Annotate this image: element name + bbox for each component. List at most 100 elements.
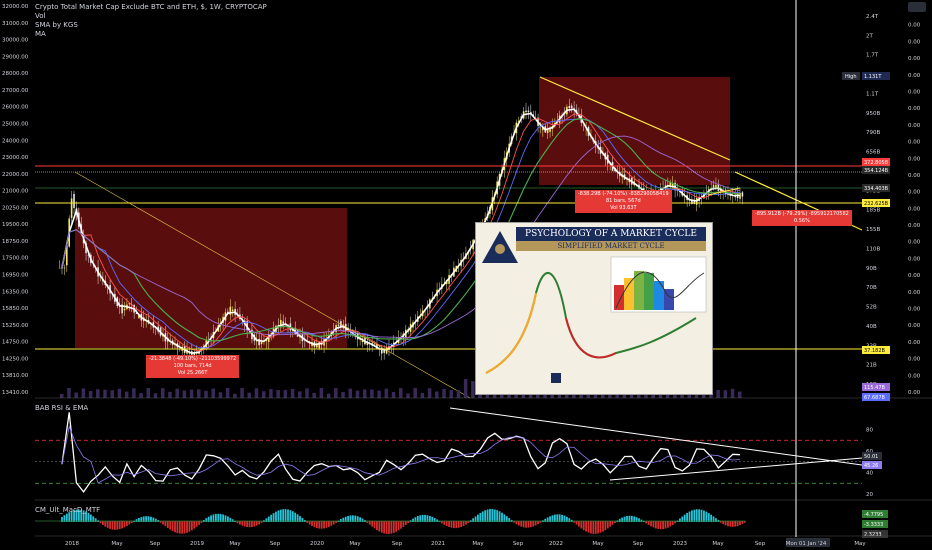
- candle-body: [520, 116, 523, 118]
- candle-body: [527, 110, 530, 113]
- candle-body: [568, 106, 571, 108]
- macd-hist-bar: [691, 510, 693, 522]
- macd-hist-bar: [152, 517, 155, 522]
- downtrend-2022: [539, 76, 731, 161]
- macd-hist-bar: [128, 521, 131, 525]
- macd-hist-bar: [140, 517, 143, 522]
- y-tick-right-outer: 0.00: [908, 357, 921, 363]
- macd-tick: 2.3233: [864, 532, 882, 538]
- macd-hist-bar: [741, 521, 744, 525]
- macd-hist-bar: [491, 509, 494, 522]
- macd-hist-bar: [505, 516, 508, 522]
- y-tick-left: 23000.00: [2, 155, 29, 161]
- x-tick: May: [349, 541, 361, 547]
- volume-bar: [435, 391, 439, 398]
- y-tick-right: 40B: [866, 324, 877, 330]
- legend-sma: SMA by KGS: [35, 21, 78, 29]
- y-tick-right-outer: 0.00: [908, 39, 921, 45]
- macd-hist-bar: [503, 514, 506, 522]
- x-tick: May: [712, 541, 724, 547]
- macd-hist-bar: [563, 515, 566, 522]
- candle-body: [549, 129, 551, 132]
- candle-body: [87, 255, 90, 256]
- rsi-ema-line: [61, 425, 741, 484]
- candle-body: [316, 343, 318, 348]
- x-tick: 2020: [310, 541, 324, 547]
- macd-hist-bar: [433, 518, 436, 522]
- macd-hist-bar: [82, 510, 85, 522]
- macd-hist-bar: [582, 521, 585, 531]
- macd-hist-bar: [342, 517, 345, 522]
- macd-hist-bar: [669, 521, 672, 527]
- x-tick: May: [111, 541, 123, 547]
- scale-toggle-icon[interactable]: [908, 2, 926, 12]
- macd-hist-bar: [116, 521, 119, 530]
- macd-hist-bar: [734, 521, 737, 527]
- macd-hist-bar: [106, 521, 109, 528]
- volume-bar: [168, 391, 172, 398]
- candle-body: [570, 105, 573, 109]
- macd-hist-bar: [183, 521, 186, 534]
- macd-hist-bar: [450, 521, 453, 528]
- y-tick-right: 185B: [866, 208, 880, 214]
- y-tick-left: 30000.00: [2, 38, 29, 44]
- macd-hist-bar: [65, 513, 68, 522]
- macd-hist-bar: [558, 514, 561, 522]
- macd-hist-bar: [260, 521, 263, 523]
- price-tag: [862, 199, 890, 207]
- x-tick: 2018: [65, 541, 79, 547]
- candle-body: [337, 324, 340, 326]
- macd-hist-bar: [609, 521, 612, 527]
- macd-hist-bar: [356, 516, 359, 522]
- volume-bar: [463, 379, 468, 398]
- macd-tag: [862, 510, 888, 518]
- macd-hist-bar: [527, 521, 530, 528]
- volume-bar: [391, 392, 396, 398]
- volume-bar: [723, 390, 728, 398]
- volume-bar: [290, 388, 295, 398]
- macd-hist-bar: [681, 516, 684, 522]
- macd-hist-bar: [465, 521, 467, 525]
- y-tick-right-outer: 0.00: [908, 223, 921, 229]
- macd-hist-bar: [258, 521, 261, 525]
- zone-2022-2023: [539, 77, 730, 185]
- macd-hist-bar: [705, 511, 708, 522]
- x-tick: 2019: [190, 541, 204, 547]
- volume-bar: [738, 391, 742, 398]
- macd-hist-bar: [556, 514, 559, 522]
- volume-bar: [254, 388, 259, 398]
- price-tag: [862, 383, 890, 391]
- x-tick: 2021: [431, 541, 445, 547]
- macd-hist-bar: [621, 517, 624, 522]
- y-tick-right: 1.7T: [866, 53, 879, 59]
- macd-hist-bar: [715, 518, 717, 522]
- macd-hist-bar: [424, 514, 426, 522]
- macd-hist-bar: [123, 521, 126, 528]
- volume-bar: [319, 388, 324, 398]
- y-tick-left: 15850.00: [2, 306, 29, 312]
- y-tick-right-outer: 0.00: [908, 256, 921, 262]
- macd-hist-bar: [236, 521, 239, 524]
- x-tick: May: [592, 541, 604, 547]
- macd-hist-bar: [210, 515, 212, 522]
- macd-hist-bar: [578, 521, 580, 527]
- y-tick-left: 16950.00: [2, 273, 29, 279]
- y-tick-left: 28000.00: [2, 71, 29, 77]
- macd-hist-bar: [89, 514, 92, 522]
- y-tick-right-outer: 0.00: [908, 173, 921, 179]
- macd-hist-bar: [537, 521, 539, 525]
- volume-bar: [420, 392, 425, 398]
- volume-bar: [377, 390, 381, 398]
- rsi-trendline-lower: [609, 457, 863, 481]
- volume-bar: [247, 392, 252, 398]
- macd-hist-bar: [438, 520, 441, 522]
- macd-hist-bar: [693, 509, 696, 522]
- candle-body: [229, 306, 232, 315]
- macd-hist-bar: [299, 516, 301, 522]
- callout-line: Vol 93.63T: [610, 205, 637, 211]
- y-tick-right: 656B: [866, 150, 880, 156]
- macd-hist-bar: [515, 521, 518, 525]
- macd-hist-bar: [327, 521, 330, 527]
- price-tag-label: 115.47B: [864, 385, 885, 391]
- macd-hist-bar: [477, 514, 479, 522]
